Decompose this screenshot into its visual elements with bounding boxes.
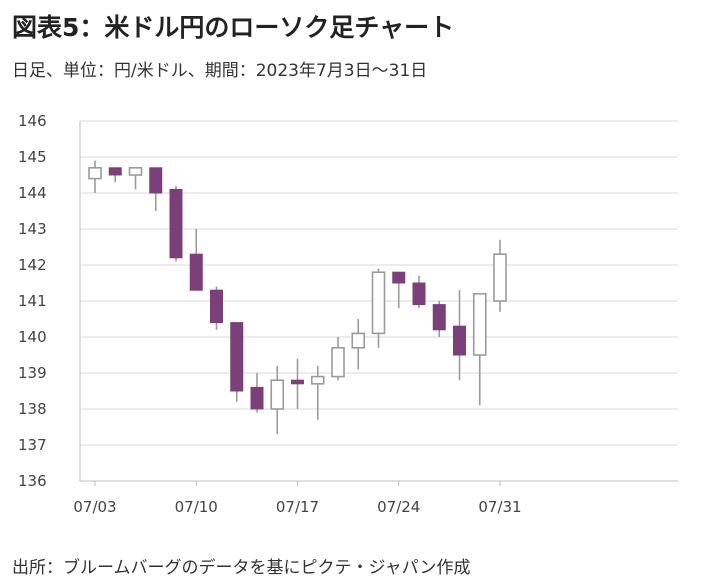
x-tick-label: 07/17 [276,498,319,516]
y-tick-label: 143 [18,220,47,238]
candle [371,268,386,348]
y-tick-label: 137 [18,436,47,454]
candle-body-down [392,271,406,284]
candle [270,365,285,435]
candle-body-down [230,322,244,392]
candle-body-down [453,325,466,356]
y-tick-label: 146 [18,112,47,130]
x-axis: 07/03 07/10 07/17 07/24 07/31 [73,480,678,516]
candle [250,373,264,413]
candle-body-up [88,167,102,180]
x-tick-label: 07/10 [175,498,218,516]
candle [128,167,143,190]
candle-body-up [493,253,507,302]
x-tick-label: 07/24 [377,498,420,516]
candle [88,160,102,193]
candle-body-down [189,253,203,291]
candle [291,358,304,409]
candle-body-up [310,375,325,385]
candle [432,301,446,337]
chart-title: 図表5：米ドル円のローソク足チャート [12,13,455,42]
y-tick-label: 139 [18,364,47,382]
candle [189,229,203,291]
candle [108,167,122,183]
x-tick-label: 07/31 [478,498,521,516]
candles [88,160,507,435]
candle [351,319,366,370]
candle [310,365,325,420]
candle-body-down [149,167,163,194]
y-tick-label: 142 [18,256,47,274]
candle-body-down [412,282,426,306]
candle [210,286,223,330]
x-tick-label: 07/03 [73,498,116,516]
candle [149,167,163,211]
candle-body-up [351,332,366,349]
candle [169,185,183,262]
candle [392,271,406,309]
candle-body-down [169,188,183,259]
y-tick-label: 141 [18,292,47,310]
candle-body-up [331,346,345,378]
candle-body-down [432,304,446,331]
y-tick-label: 144 [18,184,47,202]
grid-lines [80,120,678,446]
candle-body-up [371,271,386,335]
y-tick-label: 140 [18,328,47,346]
y-tick-label: 145 [18,148,47,166]
candle-body-up [472,292,487,356]
candle-body-down [250,386,264,410]
candle [412,275,426,309]
candle-body-down [108,167,122,176]
candle [493,239,507,312]
candle-body-down [291,379,304,385]
candle [472,292,487,406]
y-tick-label: 138 [18,400,47,418]
y-axis: 136 137 138 139 140 141 142 143 144 145 146 [18,112,81,490]
candle-body-up [128,167,143,176]
candle [230,322,244,402]
candle-body-down [210,289,223,324]
y-tick-label: 136 [18,472,47,490]
chart-subtitle: 日足、単位：円/米ドル、期間：2023年7月3日～31日 [12,61,428,81]
candle [453,290,466,381]
source-note: 出所：ブルームバーグのデータを基にピクテ・ジャパン作成 [12,558,471,578]
candle [331,337,345,381]
candle-body-up [270,379,285,410]
